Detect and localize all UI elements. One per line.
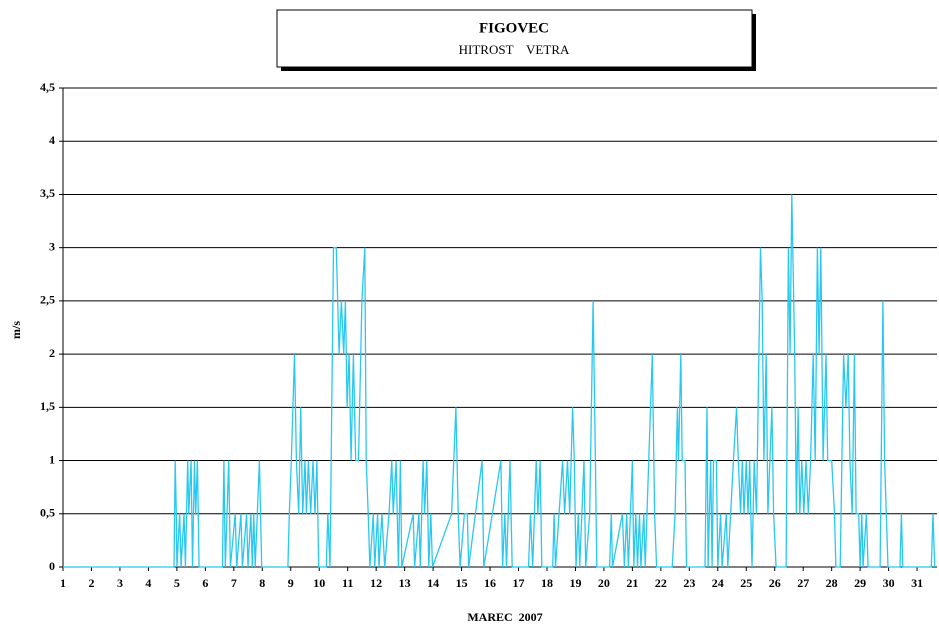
x-tick-label: 16 <box>484 576 496 590</box>
x-tick-label: 28 <box>826 576 838 590</box>
y-tick-label: 4 <box>49 133 55 147</box>
x-tick-label: 27 <box>797 576 809 590</box>
y-tick-label: 3,5 <box>40 186 55 200</box>
x-axis-label: MAREC 2007 <box>467 610 542 624</box>
data-line <box>63 194 936 568</box>
x-tick-label: 23 <box>683 576 695 590</box>
x-tick-label: 30 <box>883 576 895 590</box>
chart-subtitle: HITROST VETRA <box>459 42 570 57</box>
x-tick-label: 31 <box>911 576 923 590</box>
x-tick-label: 13 <box>399 576 411 590</box>
y-tick-label: 4,5 <box>40 80 55 94</box>
x-tick-label: 12 <box>370 576 382 590</box>
x-tick-label: 22 <box>655 576 667 590</box>
x-tick-label: 24 <box>712 576 724 590</box>
x-tick-label: 17 <box>513 576 525 590</box>
y-tick-label: 1 <box>49 452 55 466</box>
x-tick-label: 29 <box>854 576 866 590</box>
x-tick-label: 7 <box>231 576 237 590</box>
x-tick-label: 14 <box>427 576 439 590</box>
y-tick-label: 2 <box>49 346 55 360</box>
x-tick-label: 9 <box>288 576 294 590</box>
x-tick-label: 21 <box>626 576 638 590</box>
chart-title: FIGOVEC <box>479 20 549 36</box>
x-tick-label: 10 <box>313 576 325 590</box>
y-axis-label: m/s <box>9 321 23 339</box>
x-tick-label: 8 <box>259 576 265 590</box>
x-tick-label: 11 <box>342 576 353 590</box>
x-tick-label: 20 <box>598 576 610 590</box>
x-tick-label: 2 <box>88 576 94 590</box>
x-tick-label: 19 <box>569 576 581 590</box>
x-tick-label: 3 <box>117 576 123 590</box>
x-tick-label: 15 <box>456 576 468 590</box>
title-box <box>276 9 753 68</box>
x-tick-label: 1 <box>60 576 66 590</box>
x-tick-label: 5 <box>174 576 180 590</box>
x-tick-label: 25 <box>740 576 752 590</box>
y-tick-label: 0 <box>49 559 55 573</box>
y-tick-label: 0,5 <box>40 506 55 520</box>
x-tick-label: 6 <box>202 576 208 590</box>
x-tick-label: 18 <box>541 576 553 590</box>
y-tick-label: 3 <box>49 239 55 253</box>
y-tick-label: 1,5 <box>40 399 55 413</box>
x-tick-label: 4 <box>145 576 151 590</box>
y-tick-label: 2,5 <box>40 293 55 307</box>
x-tick-label: 26 <box>769 576 781 590</box>
